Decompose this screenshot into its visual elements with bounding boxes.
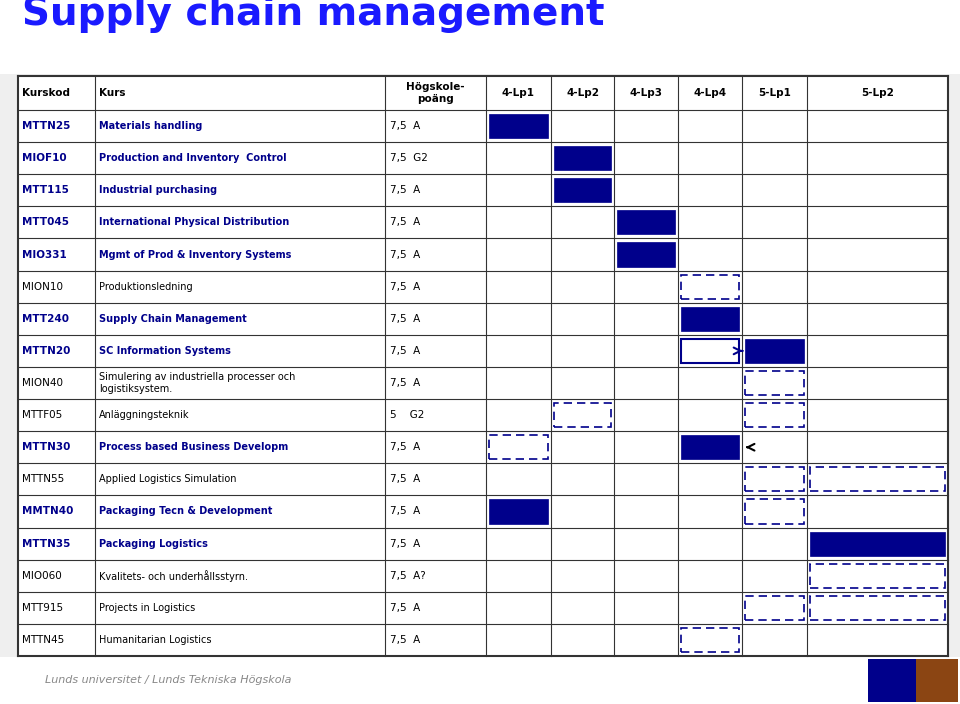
- Bar: [746, 339, 804, 363]
- Text: 5-Lp2: 5-Lp2: [861, 88, 894, 98]
- Text: MION40: MION40: [22, 378, 63, 388]
- Bar: [489, 435, 548, 459]
- Bar: [18, 76, 948, 656]
- Text: 7,5  A: 7,5 A: [391, 506, 420, 517]
- Text: MIO331: MIO331: [22, 249, 67, 260]
- Text: Process based Business Developm: Process based Business Developm: [99, 442, 288, 452]
- Bar: [746, 596, 804, 620]
- Text: 7,5  A: 7,5 A: [391, 442, 420, 452]
- Text: MMTN40: MMTN40: [22, 506, 73, 517]
- Bar: [489, 499, 548, 524]
- Text: 5    G2: 5 G2: [391, 410, 424, 420]
- Text: 4-Lp2: 4-Lp2: [566, 88, 599, 98]
- Text: Applied Logistics Simulation: Applied Logistics Simulation: [99, 474, 237, 484]
- Text: MIO060: MIO060: [22, 571, 61, 581]
- Bar: [809, 564, 945, 588]
- Text: Production and Inventory  Control: Production and Inventory Control: [99, 153, 287, 163]
- Text: Anläggningsteknik: Anläggningsteknik: [99, 410, 190, 420]
- Text: 7,5  A: 7,5 A: [391, 474, 420, 484]
- Text: MTTN20: MTTN20: [22, 346, 70, 356]
- Bar: [617, 210, 675, 234]
- Text: 7,5  A: 7,5 A: [391, 378, 420, 388]
- Text: MION10: MION10: [22, 282, 63, 291]
- Text: 7,5  A: 7,5 A: [391, 282, 420, 291]
- Text: Packaging Tecn & Development: Packaging Tecn & Development: [99, 506, 273, 517]
- Text: 7,5  A: 7,5 A: [391, 314, 420, 324]
- Bar: [916, 659, 958, 702]
- Text: SC Information Systems: SC Information Systems: [99, 346, 231, 356]
- Bar: [0, 0, 960, 74]
- Text: MIOF10: MIOF10: [22, 153, 66, 163]
- Bar: [682, 307, 739, 331]
- Bar: [746, 499, 804, 524]
- Text: Materials handling: Materials handling: [99, 121, 203, 131]
- Text: MTTN25: MTTN25: [22, 121, 70, 131]
- Text: Humanitarian Logistics: Humanitarian Logistics: [99, 635, 212, 645]
- Text: 4-Lp4: 4-Lp4: [694, 88, 727, 98]
- Text: 4-Lp3: 4-Lp3: [630, 88, 662, 98]
- Text: MTTN30: MTTN30: [22, 442, 70, 452]
- Text: Högskole-
poäng: Högskole- poäng: [406, 82, 465, 103]
- Bar: [682, 435, 739, 459]
- Text: 7,5  A: 7,5 A: [391, 185, 420, 195]
- Bar: [682, 628, 739, 652]
- Text: MTTN35: MTTN35: [22, 539, 70, 548]
- Bar: [746, 467, 804, 491]
- Text: MTT115: MTT115: [22, 185, 69, 195]
- Text: MTTF05: MTTF05: [22, 410, 62, 420]
- Text: MTT045: MTT045: [22, 218, 69, 227]
- Text: Kurs: Kurs: [99, 88, 126, 98]
- Bar: [746, 403, 804, 427]
- Text: 7,5  A?: 7,5 A?: [391, 571, 426, 581]
- Text: Supply chain management: Supply chain management: [22, 0, 605, 33]
- Text: Simulering av industriella processer och
logistiksystem.: Simulering av industriella processer och…: [99, 372, 296, 394]
- Bar: [809, 532, 945, 555]
- Text: Supply Chain Management: Supply Chain Management: [99, 314, 247, 324]
- Text: 4-Lp1: 4-Lp1: [502, 88, 535, 98]
- Text: 5-Lp1: 5-Lp1: [758, 88, 791, 98]
- Bar: [617, 242, 675, 267]
- Text: Packaging Logistics: Packaging Logistics: [99, 539, 208, 548]
- Text: 7,5  G2: 7,5 G2: [391, 153, 428, 163]
- Text: 7,5  A: 7,5 A: [391, 603, 420, 612]
- Bar: [809, 467, 945, 491]
- Bar: [554, 403, 612, 427]
- Text: MTTN55: MTTN55: [22, 474, 64, 484]
- Text: Industrial purchasing: Industrial purchasing: [99, 185, 217, 195]
- Text: MTTN45: MTTN45: [22, 635, 64, 645]
- Text: Lunds universitet / Lunds Tekniska Högskola: Lunds universitet / Lunds Tekniska Högsk…: [45, 675, 292, 685]
- Text: 7,5  A: 7,5 A: [391, 218, 420, 227]
- Bar: [554, 146, 612, 170]
- Bar: [809, 596, 945, 620]
- Bar: [682, 275, 739, 298]
- Bar: [489, 114, 548, 138]
- Text: 7,5  A: 7,5 A: [391, 635, 420, 645]
- Bar: [0, 657, 960, 704]
- Text: 7,5  A: 7,5 A: [391, 249, 420, 260]
- Text: Projects in Logistics: Projects in Logistics: [99, 603, 196, 612]
- Text: Produktionsledning: Produktionsledning: [99, 282, 193, 291]
- Text: 7,5  A: 7,5 A: [391, 121, 420, 131]
- Bar: [682, 339, 739, 363]
- Text: Kvalitets- och underhållsstyrn.: Kvalitets- och underhållsstyrn.: [99, 570, 249, 582]
- Text: MTT915: MTT915: [22, 603, 63, 612]
- Text: International Physical Distribution: International Physical Distribution: [99, 218, 290, 227]
- Text: 7,5  A: 7,5 A: [391, 346, 420, 356]
- Bar: [868, 659, 916, 702]
- Text: Kurskod: Kurskod: [22, 88, 70, 98]
- Bar: [554, 178, 612, 202]
- Text: 7,5  A: 7,5 A: [391, 539, 420, 548]
- Text: MTT240: MTT240: [22, 314, 69, 324]
- Text: Mgmt of Prod & Inventory Systems: Mgmt of Prod & Inventory Systems: [99, 249, 292, 260]
- Bar: [746, 371, 804, 395]
